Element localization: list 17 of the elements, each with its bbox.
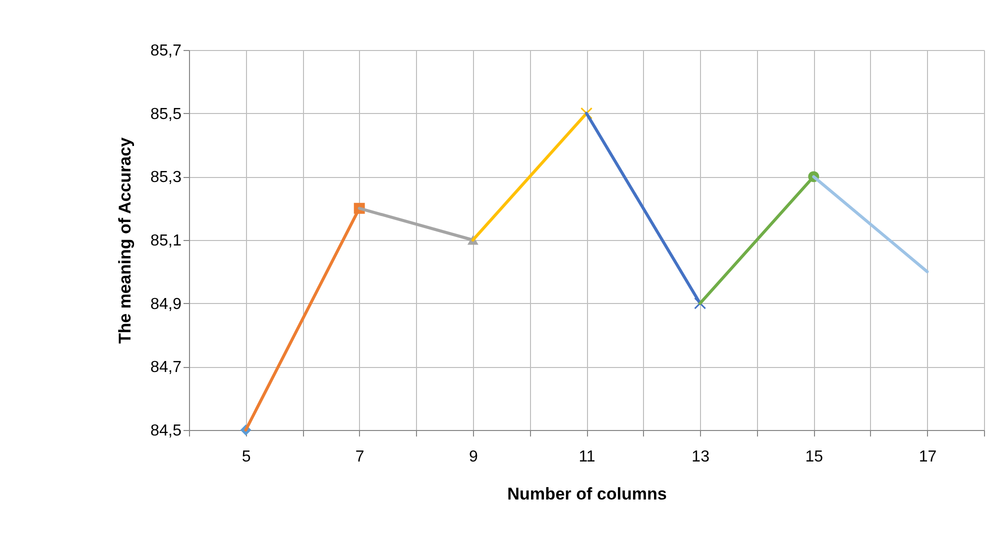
y-tick-label: 84,5 bbox=[150, 422, 182, 440]
x-tick-label: 5 bbox=[242, 448, 251, 466]
y-tick-label: 85,3 bbox=[150, 169, 182, 186]
x-tick-label: 7 bbox=[355, 448, 364, 466]
y-tick-label: 84,9 bbox=[150, 296, 182, 313]
x-tick-label: 11 bbox=[578, 448, 596, 466]
x-tick-label: 17 bbox=[918, 448, 937, 466]
y-tick-label: 85,7 bbox=[150, 42, 182, 60]
y-axis-title: The meaning of Accuracy bbox=[115, 136, 134, 344]
x-tick-label: 9 bbox=[468, 448, 478, 466]
x-tick-label: 15 bbox=[805, 448, 824, 466]
x-axis-title: Number of columns bbox=[507, 484, 667, 504]
y-tick-label: 85,1 bbox=[150, 232, 182, 250]
x-tick-label: 13 bbox=[692, 448, 710, 466]
point bbox=[580, 107, 592, 120]
y-tick-label: 84,7 bbox=[150, 359, 182, 376]
y-tick-label: 85,5 bbox=[150, 106, 182, 123]
